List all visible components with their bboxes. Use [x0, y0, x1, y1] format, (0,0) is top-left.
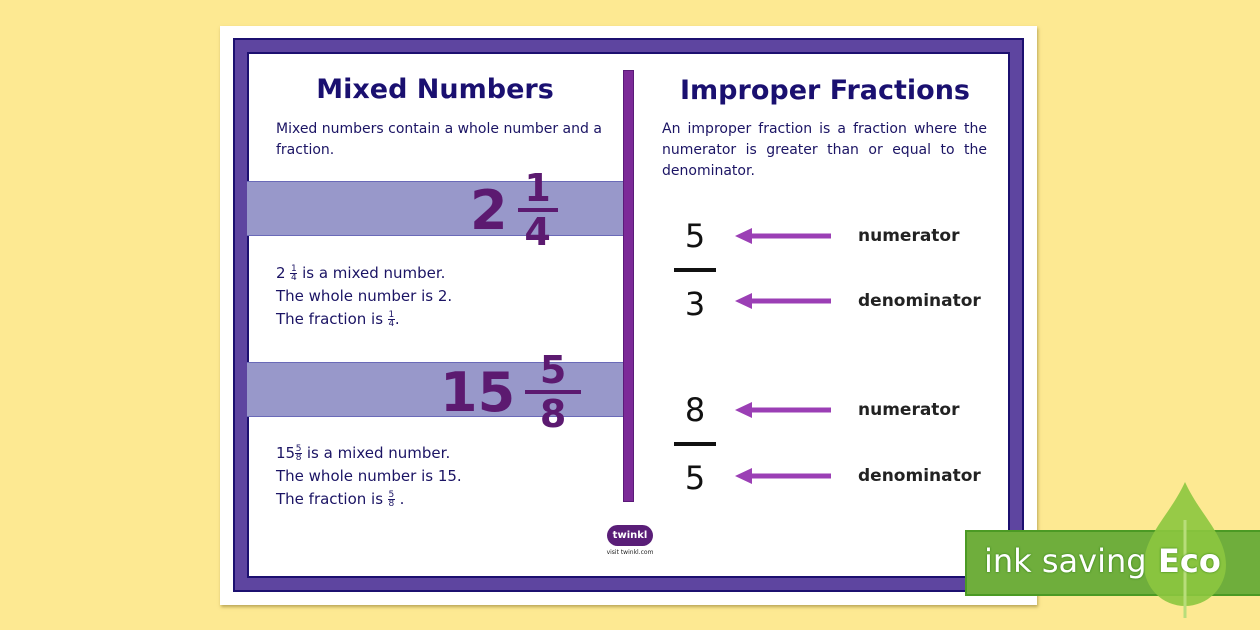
numerator: 5 — [684, 217, 706, 255]
ink-saving-text: ink saving — [984, 542, 1147, 580]
twinkl-logo: twinkl visit twinkl.com — [603, 523, 657, 556]
d: 4 — [388, 319, 395, 329]
example-band-1 — [247, 181, 623, 236]
whole: 2 — [276, 264, 286, 282]
logo-url: visit twinkl.com — [606, 549, 654, 556]
arrow-left-icon — [735, 468, 831, 484]
eco-text: Eco — [1158, 542, 1221, 580]
line1: is a mixed number. — [302, 444, 451, 462]
line3: The fraction is — [276, 490, 388, 508]
mixed-numbers-description: Mixed numbers contain a whole number and… — [276, 121, 602, 158]
denominator: 8 — [539, 392, 567, 436]
line1: is a mixed number. — [297, 264, 446, 282]
improper-fractions-title: Improper Fractions — [680, 75, 970, 106]
d: 8 — [295, 453, 302, 463]
n: 5 — [295, 444, 302, 454]
numerator: 8 — [684, 391, 706, 429]
logo-text: twinkl — [606, 525, 654, 546]
mixed-numbers-title: Mixed Numbers — [316, 74, 554, 105]
denominator: 3 — [684, 285, 706, 323]
arrow-left-icon — [735, 228, 831, 244]
whole: 15 — [276, 444, 296, 462]
line3: The fraction is — [276, 310, 388, 328]
improper-fractions-description: An improper fraction is a fraction where… — [662, 121, 987, 179]
denominator: 4 — [524, 210, 551, 254]
whole-part: 15 — [440, 360, 516, 424]
arrow-left-icon — [735, 293, 831, 309]
denominator-label: denominator — [858, 291, 981, 311]
numerator-label: numerator — [858, 226, 960, 246]
numerator-label: numerator — [858, 400, 960, 420]
leaf-icon — [1144, 482, 1226, 618]
period: . — [394, 490, 405, 508]
d: 8 — [388, 499, 395, 509]
denominator-label: denominator — [858, 466, 981, 486]
n: 1 — [290, 264, 297, 274]
n: 5 — [388, 490, 395, 500]
denominator: 5 — [684, 459, 706, 497]
line2: The whole number is 2. — [276, 287, 453, 305]
numerator: 1 — [524, 166, 551, 210]
divider — [623, 70, 634, 502]
n: 1 — [388, 310, 395, 320]
whole-part: 2 — [470, 178, 508, 242]
period: . — [394, 310, 400, 328]
numerator: 5 — [539, 348, 567, 392]
line2: The whole number is 15. — [276, 467, 462, 485]
arrow-left-icon — [735, 402, 831, 418]
d: 4 — [290, 273, 297, 283]
example-2-text: 15 5 8 is a mixed number. The whole number… — [276, 442, 462, 511]
example-band-2 — [247, 362, 623, 417]
